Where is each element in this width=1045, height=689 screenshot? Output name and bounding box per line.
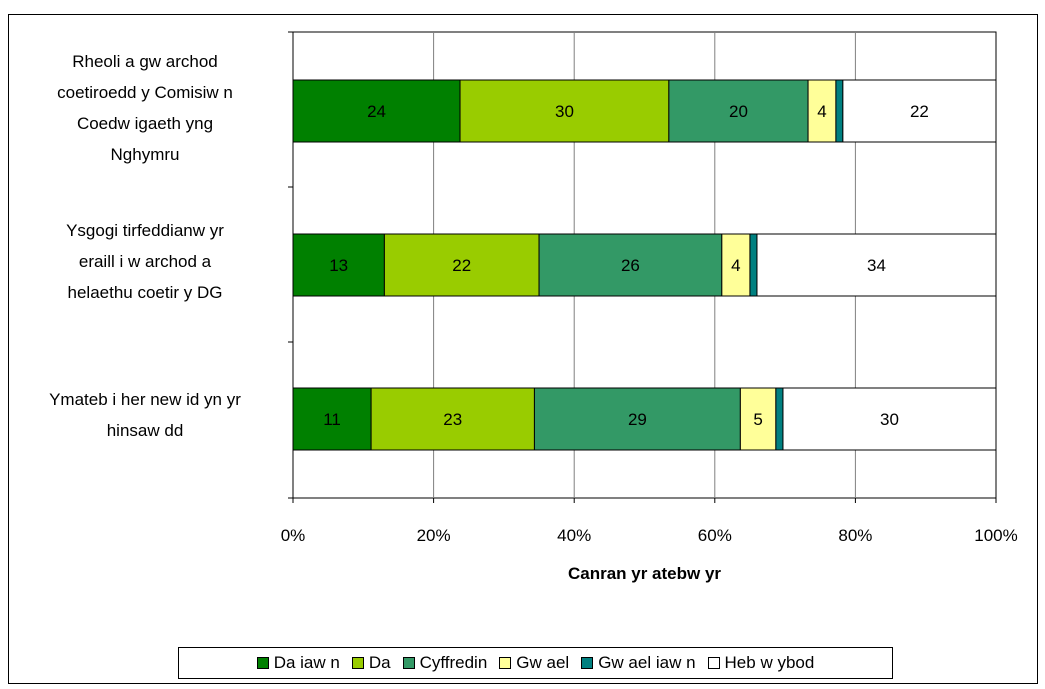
bar-segment bbox=[292, 233, 385, 297]
legend-swatch bbox=[402, 657, 415, 669]
legend-swatch bbox=[351, 657, 364, 669]
data-label: 5 bbox=[753, 410, 762, 429]
x-tick-label: 20% bbox=[417, 526, 451, 545]
x-axis-title: Canran yr atebw yr bbox=[568, 564, 721, 583]
category-label: Ymateb i her new id yn yr hinsaw dd bbox=[10, 384, 280, 446]
bar-segment bbox=[775, 387, 784, 451]
category-label-line: eraill i w archod a bbox=[78, 252, 212, 271]
category-label-line: Coedw igaeth yng bbox=[76, 114, 214, 133]
data-label: 20 bbox=[729, 102, 748, 121]
x-tick-label: 0% bbox=[281, 526, 306, 545]
data-label: 30 bbox=[880, 410, 899, 429]
category-label-line: Ymateb i her new id yn yr bbox=[49, 390, 241, 409]
x-tick-label: 100% bbox=[974, 526, 1017, 545]
category-label: Rheoli a gw archod coetiroedd y Comisiw n… bbox=[10, 46, 280, 170]
data-label: 22 bbox=[910, 102, 929, 121]
legend-label: Gw ael iaw n bbox=[598, 653, 696, 672]
data-label: 22 bbox=[452, 256, 471, 275]
legend-item: Heb w ybod bbox=[707, 653, 815, 673]
category-label-line: Ysgogi tirfeddianw yr bbox=[66, 221, 224, 240]
legend-label: Heb w ybod bbox=[724, 653, 815, 672]
legend-label: Da bbox=[368, 653, 391, 672]
legend-swatch bbox=[256, 657, 269, 669]
bar-segment bbox=[721, 233, 751, 297]
bar-segment bbox=[668, 79, 809, 143]
bar-segment bbox=[756, 233, 997, 297]
category-label-line: Rheoli a gw archod bbox=[72, 52, 218, 71]
data-label: 26 bbox=[621, 256, 640, 275]
data-label: 24 bbox=[367, 102, 386, 121]
bar-segment bbox=[782, 387, 997, 451]
category-label-line: Nghymru bbox=[110, 145, 180, 164]
legend-item: Cyffredin bbox=[402, 653, 488, 673]
legend-item: Da bbox=[351, 653, 391, 673]
data-label: 29 bbox=[628, 410, 647, 429]
x-tick-label: 40% bbox=[557, 526, 591, 545]
legend-item: Gw ael bbox=[499, 653, 569, 673]
bar-segment bbox=[533, 387, 741, 451]
bar-segment bbox=[749, 233, 758, 297]
category-label-line: helaethu coetir y DG bbox=[67, 283, 223, 302]
data-label: 30 bbox=[555, 102, 574, 121]
bar-segment bbox=[370, 387, 535, 451]
x-tick-label: 60% bbox=[698, 526, 732, 545]
chart-legend: Da iaw n Da Cyffredin Gw ael Gw ael iaw n Heb… bbox=[178, 647, 893, 679]
category-label: Ysgogi tirfeddianw yr eraill i w archod a… bbox=[10, 215, 280, 308]
data-label: 34 bbox=[867, 256, 886, 275]
bar-segment bbox=[835, 79, 844, 143]
data-label: 13 bbox=[329, 256, 348, 275]
bar-segment bbox=[538, 233, 723, 297]
bar-segment bbox=[842, 79, 997, 143]
legend-item: Da iaw n bbox=[256, 653, 340, 673]
legend-label: Da iaw n bbox=[273, 653, 340, 672]
legend-label: Cyffredin bbox=[419, 653, 488, 672]
legend-swatch bbox=[707, 657, 720, 669]
category-label-line: hinsaw dd bbox=[106, 421, 184, 440]
data-label: 4 bbox=[731, 256, 740, 275]
legend-item: Gw ael iaw n bbox=[581, 653, 696, 673]
data-label: 4 bbox=[817, 102, 826, 121]
bar-segment bbox=[739, 387, 777, 451]
category-label-line: coetiroedd y Comisiw n bbox=[57, 83, 233, 102]
bar-segment bbox=[292, 387, 372, 451]
data-label: 23 bbox=[443, 410, 462, 429]
legend-label: Gw ael bbox=[516, 653, 570, 672]
x-tick-label: 80% bbox=[838, 526, 872, 545]
bar-segment bbox=[459, 79, 670, 143]
legend-swatch bbox=[581, 657, 594, 669]
data-label: 11 bbox=[323, 410, 341, 429]
legend-swatch bbox=[499, 657, 512, 669]
bar-segment bbox=[807, 79, 837, 143]
